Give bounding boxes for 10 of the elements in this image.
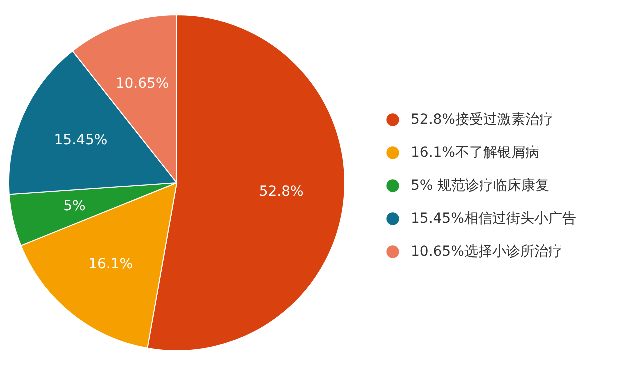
legend-label: 16.1%不了解银屑病 xyxy=(411,145,540,161)
data-label: 15.45% xyxy=(54,132,108,149)
data-label: 10.65% xyxy=(116,76,170,92)
data-label: 16.1% xyxy=(88,256,134,273)
data-label: 52.8% xyxy=(259,184,304,200)
legend-label: 15.45%相信过街头小广告 xyxy=(411,211,576,227)
data-label: 5% xyxy=(64,198,86,215)
legend-label: 52.8%接受过激素治疗 xyxy=(411,112,554,128)
legend-label: 10.65%选择小诊所治疗 xyxy=(411,244,562,260)
legend-label: 5% 规范诊疗临床康复 xyxy=(411,178,550,194)
